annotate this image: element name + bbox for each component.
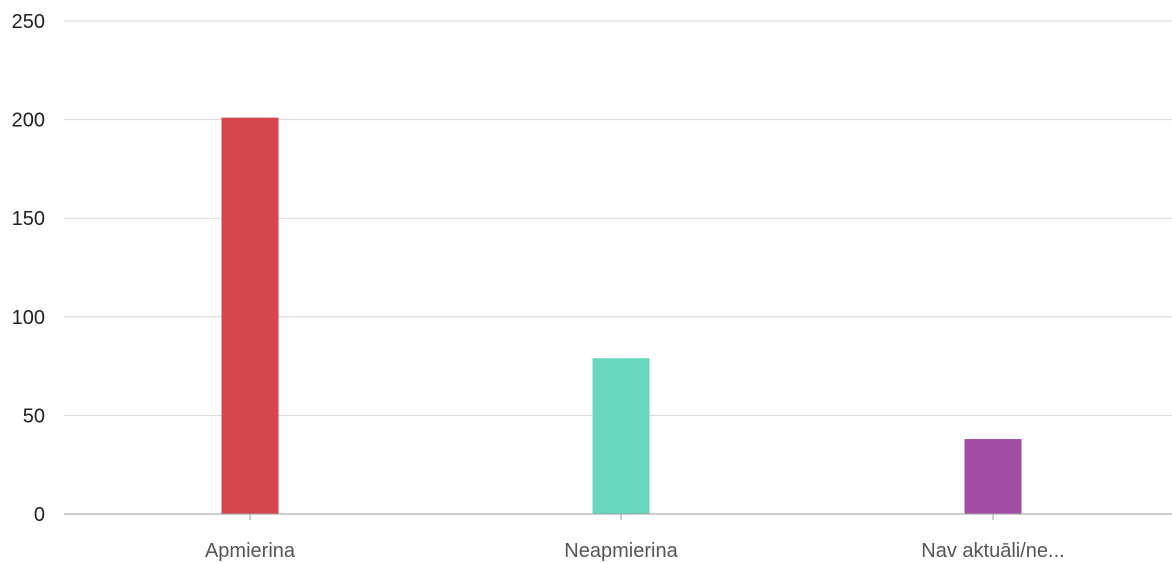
y-tick-label: 150	[12, 208, 45, 230]
bar	[221, 117, 279, 515]
bar	[592, 358, 650, 514]
x-tick-label: Apmierina	[205, 540, 296, 562]
x-tick-label: Neapmierina	[564, 540, 678, 562]
y-tick-label: 0	[34, 504, 45, 526]
y-tick-label: 200	[12, 110, 45, 132]
bars-layer	[221, 117, 1022, 515]
y-tick-label: 50	[23, 405, 45, 427]
y-tick-label: 100	[12, 307, 45, 329]
x-tick-label: Nav aktuāli/ne...	[921, 540, 1064, 562]
y-tick-label: 250	[12, 11, 45, 33]
axis-layer: 0 50 100 150 200 250 Apmierina Neapmierina Nav a…	[12, 11, 1172, 562]
bar	[964, 439, 1022, 514]
